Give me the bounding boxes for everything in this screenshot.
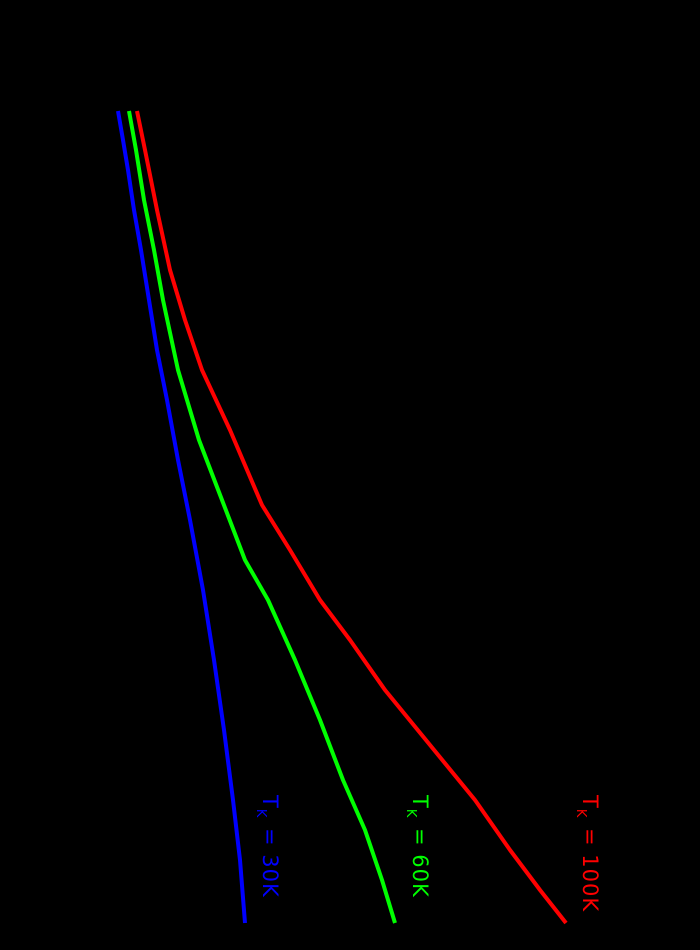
label-value: = 60K [408, 820, 432, 898]
curve-tk-100k [135, 110, 568, 925]
curve-tk-60k [127, 110, 397, 924]
label-symbol: T [578, 795, 602, 809]
label-tk-30k: TK = 30K [253, 795, 282, 898]
label-value: = 100K [578, 820, 602, 913]
label-subscript: K [403, 808, 418, 819]
label-subscript: K [253, 808, 268, 819]
label-tk-60k: TK = 60K [403, 795, 432, 898]
label-value: = 30K [258, 820, 282, 898]
label-subscript: K [573, 808, 588, 819]
label-symbol: T [408, 795, 432, 809]
label-symbol: T [258, 795, 282, 809]
curve-tk-30k [116, 110, 247, 924]
label-tk-100k: TK = 100K [573, 795, 602, 913]
